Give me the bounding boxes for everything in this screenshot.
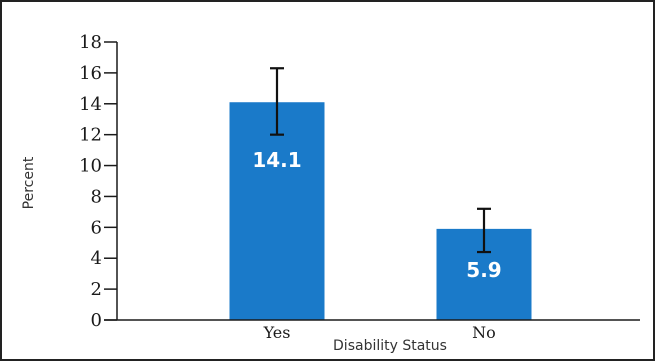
y-tick-label: 2	[91, 279, 102, 300]
x-tick-label: Yes	[263, 323, 291, 342]
data-label-no: 5.9	[466, 258, 501, 282]
y-tick-label: 18	[79, 32, 102, 53]
y-axis-ticks: 0 2 4 6 8 10 12 14 16 18	[79, 32, 117, 331]
y-tick-label: 6	[91, 217, 102, 238]
y-axis-title: Percent	[21, 156, 37, 209]
y-tick-label: 4	[91, 248, 102, 269]
bar-yes	[229, 102, 325, 320]
data-labels: 14.1 5.9	[252, 148, 501, 282]
x-tick-label: No	[472, 323, 496, 342]
y-tick-label: 14	[79, 94, 102, 115]
y-tick-label: 16	[79, 63, 102, 84]
error-bars	[270, 67, 491, 254]
y-tick-label: 12	[79, 125, 102, 146]
y-tick-label: 10	[79, 156, 102, 177]
y-tick-label: 0	[91, 310, 102, 331]
data-label-yes: 14.1	[252, 148, 301, 172]
x-axis-category-labels: Yes No	[263, 323, 496, 342]
bars	[229, 102, 532, 320]
y-tick-label: 8	[91, 186, 102, 207]
x-axis-title: Disability Status	[333, 338, 447, 354]
